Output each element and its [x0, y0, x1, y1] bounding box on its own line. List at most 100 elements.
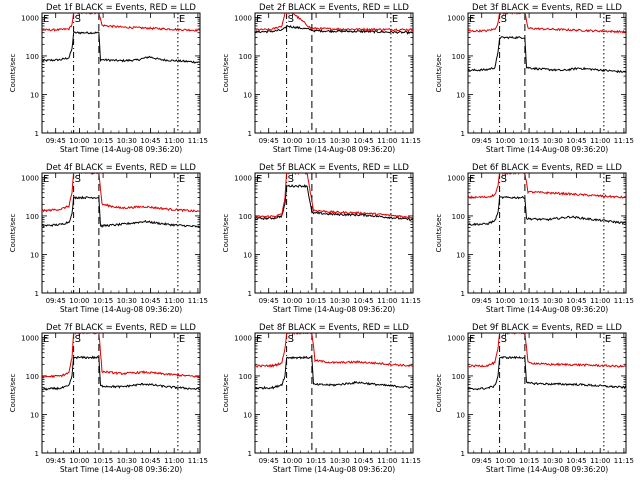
x-axis-label: Start Time (14-Aug-08 09:36:20): [60, 305, 182, 314]
x-tick-label: 09:45: [472, 137, 492, 145]
x-tick-label: 10:00: [282, 457, 302, 465]
y-tick-label: 10: [30, 91, 39, 99]
x-tick-label: 10:15: [306, 457, 326, 465]
y-tick-label: 100: [452, 53, 465, 61]
x-tick-label: 10:15: [93, 457, 113, 465]
x-tick-label: 09:45: [259, 137, 279, 145]
y-axis-label: Counts/sec: [222, 374, 230, 413]
y-tick-label: 10: [456, 411, 465, 419]
x-tick-label: 10:30: [330, 137, 350, 145]
event-marker-label: E: [43, 14, 49, 25]
x-tick-label: 10:30: [543, 137, 563, 145]
y-tick-label: 100: [452, 373, 465, 381]
y-tick-label: 1: [35, 290, 39, 298]
chart-panel-5: Det 5f BLACK = Events, RED = LLD Counts/s…: [222, 163, 421, 314]
y-axis-label: Counts/sec: [9, 214, 17, 253]
event-marker-label: E: [605, 334, 611, 345]
x-tick-label: 09:45: [46, 457, 66, 465]
chart-title: Det 9f BLACK = Events, RED = LLD: [472, 323, 622, 333]
series-events-line: [468, 355, 626, 391]
event-marker-label: E: [469, 14, 475, 25]
chart-panel-8: Det 8f BLACK = Events, RED = LLD Counts/s…: [222, 323, 421, 474]
chart-title: Det 4f BLACK = Events, RED = LLD: [46, 163, 196, 173]
series-events-line: [42, 355, 200, 391]
series-lld-line: [468, 333, 626, 368]
event-marker-label: S: [75, 334, 81, 345]
x-tick-label: 10:45: [353, 297, 373, 305]
event-marker-label: S: [75, 14, 81, 25]
y-tick-label: 1: [248, 450, 252, 458]
y-tick-label: 10: [243, 91, 252, 99]
x-tick-label: 10:15: [93, 137, 113, 145]
series-events-line: [468, 35, 626, 74]
event-marker-label: E: [392, 174, 398, 185]
x-tick-label: 09:45: [259, 297, 279, 305]
y-tick-label: 10: [30, 411, 39, 419]
x-tick-label: 10:15: [93, 297, 113, 305]
x-tick-label: 10:45: [353, 457, 373, 465]
x-tick-label: 09:45: [46, 297, 66, 305]
plot-frame: [467, 172, 627, 294]
plot-frame: [254, 172, 414, 294]
y-tick-label: 100: [26, 213, 39, 221]
y-axis-label: Counts/sec: [222, 214, 230, 253]
x-tick-label: 09:45: [472, 457, 492, 465]
x-tick-label: 11:00: [377, 137, 397, 145]
x-tick-label: 10:45: [566, 137, 586, 145]
x-axis-label: Start Time (14-Aug-08 09:36:20): [273, 465, 395, 474]
x-axis-label: Start Time (14-Aug-08 09:36:20): [273, 305, 395, 314]
x-tick-label: 11:00: [164, 457, 184, 465]
series-lld-line: [468, 13, 626, 34]
plot-frame: [41, 12, 201, 134]
y-tick-label: 1: [461, 290, 465, 298]
x-tick-label: 09:45: [46, 137, 66, 145]
y-tick-label: 10: [243, 251, 252, 259]
x-tick-label: 10:00: [495, 457, 515, 465]
chart-title: Det 7f BLACK = Events, RED = LLD: [46, 323, 196, 333]
x-tick-label: 10:30: [543, 457, 563, 465]
x-axis-label: Start Time (14-Aug-08 09:36:20): [60, 465, 182, 474]
y-tick-label: 1000: [21, 174, 39, 182]
y-tick-label: 100: [239, 213, 252, 221]
y-axis-label: Counts/sec: [435, 374, 443, 413]
chart-panel-9: Det 9f BLACK = Events, RED = LLD Counts/s…: [435, 323, 634, 474]
x-tick-label: 10:00: [69, 457, 89, 465]
x-tick-label: 11:00: [164, 137, 184, 145]
event-marker-label: S: [501, 174, 507, 185]
event-marker-label: S: [288, 14, 294, 25]
x-axis-label: Start Time (14-Aug-08 09:36:20): [60, 145, 182, 154]
series-lld-line: [255, 173, 413, 219]
x-tick-label: 10:45: [140, 297, 160, 305]
chart-panel-4: Det 4f BLACK = Events, RED = LLD Counts/s…: [9, 163, 208, 314]
chart-title: Det 3f BLACK = Events, RED = LLD: [472, 3, 622, 13]
y-tick-label: 1000: [447, 334, 465, 342]
event-marker-label: E: [469, 334, 475, 345]
y-tick-label: 1: [461, 450, 465, 458]
event-marker-label: E: [43, 334, 49, 345]
x-tick-label: 10:45: [566, 297, 586, 305]
series-lld-line: [468, 173, 626, 200]
event-marker-label: E: [179, 334, 185, 345]
y-tick-label: 1000: [234, 14, 252, 22]
series-lld-line: [42, 13, 200, 32]
event-marker-label: E: [256, 174, 262, 185]
y-tick-label: 1: [35, 450, 39, 458]
event-marker-label: E: [605, 174, 611, 185]
event-marker-label: E: [179, 14, 185, 25]
chart-panel-3: Det 3f BLACK = Events, RED = LLD Counts/s…: [435, 3, 634, 154]
y-tick-label: 10: [30, 251, 39, 259]
x-tick-label: 11:15: [401, 137, 421, 145]
x-tick-label: 10:45: [140, 137, 160, 145]
x-tick-label: 11:15: [614, 457, 634, 465]
y-tick-label: 1: [248, 290, 252, 298]
event-marker-label: S: [501, 14, 507, 25]
chart-panel-1: Det 1f BLACK = Events, RED = LLD Counts/s…: [9, 3, 208, 154]
y-tick-label: 1000: [234, 334, 252, 342]
y-tick-label: 10: [243, 411, 252, 419]
x-axis-label: Start Time (14-Aug-08 09:36:20): [486, 305, 608, 314]
x-tick-label: 10:15: [519, 137, 539, 145]
x-tick-label: 11:15: [614, 137, 634, 145]
event-marker-label: E: [392, 334, 398, 345]
x-tick-label: 10:15: [306, 137, 326, 145]
x-axis-label: Start Time (14-Aug-08 09:36:20): [486, 145, 608, 154]
